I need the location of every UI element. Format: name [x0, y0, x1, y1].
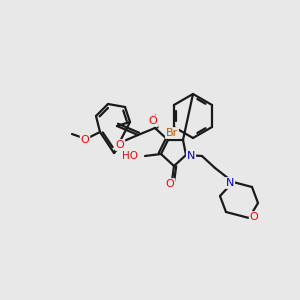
- Text: HO: HO: [122, 151, 138, 161]
- Text: N: N: [226, 178, 234, 188]
- Text: O: O: [148, 116, 158, 126]
- Text: Br: Br: [166, 128, 178, 138]
- Text: N: N: [187, 151, 195, 161]
- Text: O: O: [81, 135, 89, 145]
- Text: O: O: [166, 179, 174, 189]
- Text: O: O: [250, 212, 258, 222]
- Text: O: O: [116, 140, 124, 150]
